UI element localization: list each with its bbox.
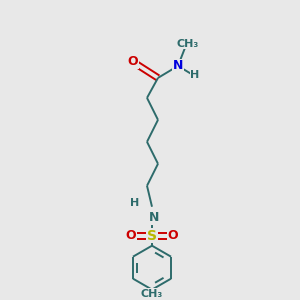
Text: CH₃: CH₃ xyxy=(177,39,199,49)
Text: O: O xyxy=(128,56,138,68)
Text: CH₃: CH₃ xyxy=(141,289,163,298)
Text: N: N xyxy=(149,211,159,224)
Text: O: O xyxy=(168,229,178,242)
Text: H: H xyxy=(190,70,200,80)
Text: S: S xyxy=(147,229,157,243)
Text: O: O xyxy=(126,229,136,242)
Text: H: H xyxy=(130,198,140,208)
Text: N: N xyxy=(173,59,183,72)
